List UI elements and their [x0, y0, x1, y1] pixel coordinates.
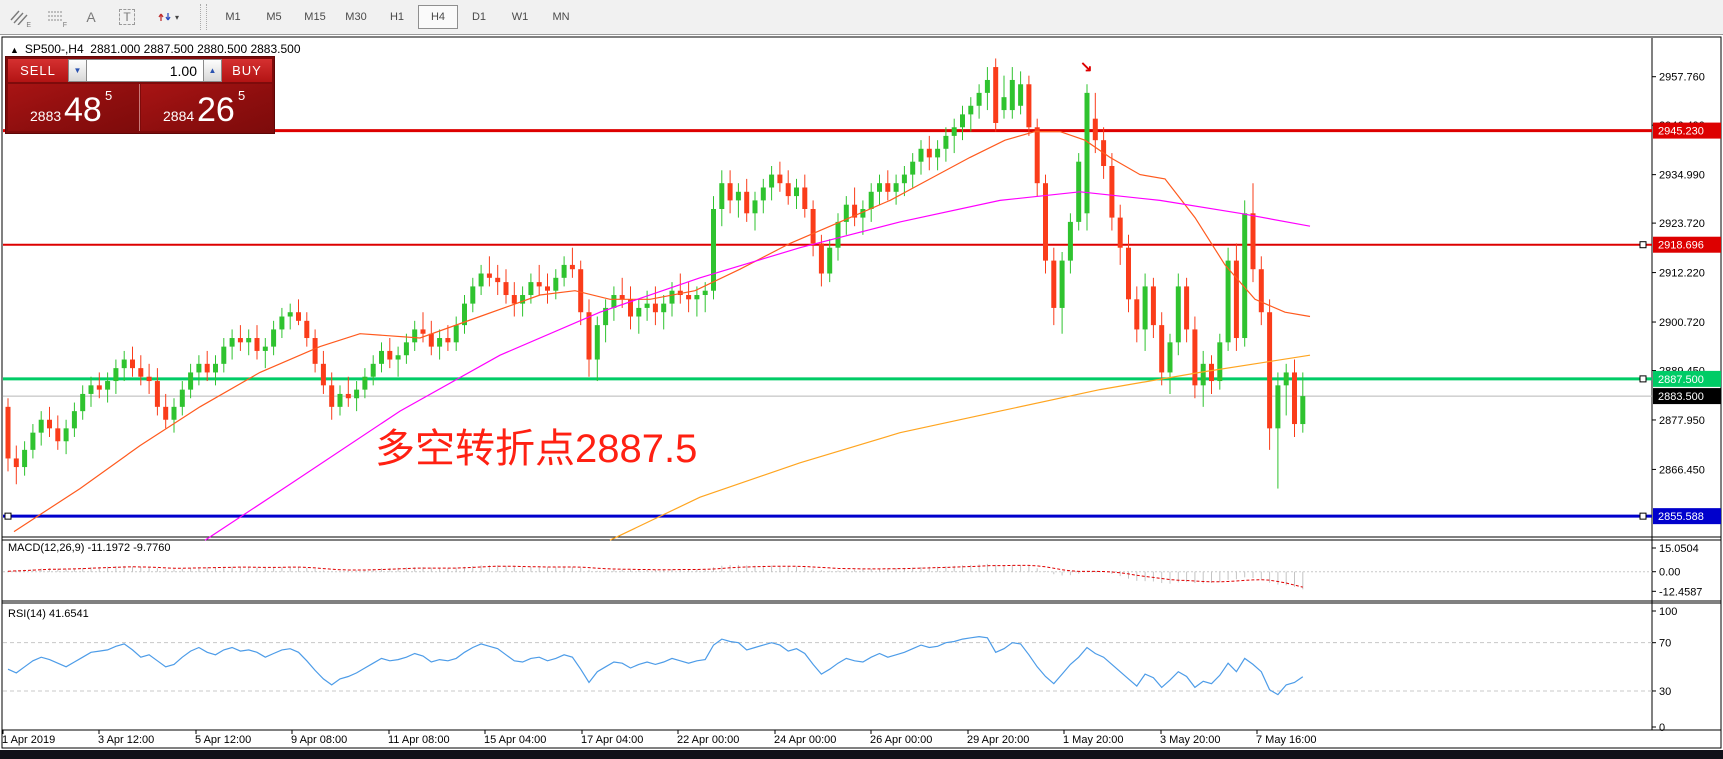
price-tick-label: 2912.220 [1659, 268, 1705, 280]
timeframe-buttons: M1 M5 M15 M30 H1 H4 D1 W1 MN [213, 5, 582, 29]
macd-tick-label: 15.0504 [1659, 543, 1699, 555]
toolbar: E F A T ▾ M1 M5 M15 M30 H1 H4 D1 W1 MN [0, 0, 1723, 35]
timeframe-button-m5[interactable]: M5 [266, 11, 282, 23]
time-axis [2, 730, 1258, 734]
time-axis-label: 1 May 20:00 [1063, 734, 1124, 746]
time-axis-label: 11 Apr 08:00 [388, 734, 450, 746]
line-price-label-bg [1653, 370, 1721, 387]
macd-title: MACD(12,26,9) -11.1972 -9.7760 [8, 542, 170, 554]
rsi-tick-label: 70 [1659, 638, 1671, 650]
text-box-icon[interactable]: T [110, 3, 144, 31]
time-axis-label: 29 Apr 20:00 [967, 734, 1029, 746]
macd-tick-label: 0.00 [1659, 567, 1680, 579]
line-price-label-bg [1653, 388, 1721, 405]
line-handle[interactable] [1639, 241, 1647, 249]
line-price-label-bg [1653, 122, 1721, 139]
buy-button[interactable]: BUY [222, 59, 272, 82]
equidistant-channel-icon[interactable]: E [2, 3, 36, 31]
time-axis-label: 7 May 16:00 [1256, 734, 1317, 746]
ma-fast-line [13, 131, 1311, 533]
time-axis-label: 1 Apr 2019 [2, 734, 55, 746]
price-tick-label: 2877.950 [1659, 415, 1705, 427]
macd-pane [3, 547, 1656, 592]
line-handle[interactable] [1639, 375, 1647, 383]
symbol-label: SP500-,H4 [24, 42, 84, 56]
sell-price-prefix: 2883 [30, 108, 62, 124]
annotation-text[interactable]: 多空转折点2887.5 [375, 427, 698, 471]
toolbar-separator [200, 4, 207, 30]
price-tick-label: 2957.760 [1659, 72, 1705, 84]
volume-decrease-button[interactable]: ▼ [68, 59, 87, 82]
ohlc-values: 2881.000 2887.500 2880.500 2883.500 [90, 42, 301, 56]
line-price-label: 2887.500 [1658, 374, 1704, 386]
line-price-label-bg [1653, 508, 1721, 525]
timeframe-button-m30[interactable]: M30 [345, 11, 367, 23]
time-axis-label: 24 Apr 00:00 [774, 734, 836, 746]
timeframe-button-d1[interactable]: D1 [471, 11, 487, 23]
fibonacci-retracement-icon[interactable]: F [48, 11, 67, 29]
macd-signal-line [7, 564, 1303, 588]
line-handle[interactable] [4, 512, 12, 520]
macd-tick-label: -12.4587 [1659, 586, 1702, 598]
time-axis-label: 26 Apr 00:00 [870, 734, 932, 746]
time-axis-label: 15 Apr 04:00 [484, 734, 546, 746]
line-price-label: 2855.588 [1658, 511, 1704, 523]
sell-price-sup: 5 [105, 88, 113, 103]
rsi-tick-label: 30 [1659, 686, 1671, 698]
horizontal-lines[interactable] [3, 129, 1652, 518]
chart-title: ▲ SP500-,H4 2881.000 2887.500 2880.500 28… [10, 42, 301, 56]
line-price-label: 2945.230 [1658, 126, 1704, 138]
rsi-tick-label: 100 [1659, 606, 1677, 618]
price-tick-label: 2900.720 [1659, 317, 1705, 329]
sell-arrow-icon: ↘ [1080, 59, 1093, 76]
buy-price-display[interactable]: 2884 26 5 [141, 84, 272, 131]
chevron-down-icon: ▾ [174, 12, 179, 22]
ma-medium-line [204, 191, 1311, 541]
time-axis-label: 17 Apr 04:00 [581, 734, 643, 746]
text-label-icon[interactable]: A [86, 9, 96, 25]
buy-price-prefix: 2884 [163, 108, 195, 124]
arrows-tool-icon[interactable]: ▾ [146, 3, 190, 31]
buy-price-big: 26 [197, 91, 235, 129]
timeframe-button-h4[interactable]: H4 [418, 5, 458, 29]
line-price-label: 2883.500 [1658, 391, 1704, 403]
time-axis-label: 22 Apr 00:00 [677, 734, 739, 746]
time-axis-label: 5 Apr 12:00 [195, 734, 251, 746]
timeframe-button-mn[interactable]: MN [552, 11, 570, 23]
rsi-line [7, 635, 1304, 696]
price-tick-label: 2923.720 [1659, 218, 1705, 230]
rsi-title: RSI(14) 41.6541 [8, 608, 89, 620]
timeframe-button-m1[interactable]: M1 [225, 11, 241, 23]
rsi-pane [3, 610, 1656, 728]
time-axis-label: 3 Apr 12:00 [98, 734, 154, 746]
buy-price-sup: 5 [238, 88, 246, 103]
volume-input[interactable] [87, 59, 203, 82]
rsi-tick-label: 0 [1659, 722, 1665, 734]
line-price-label: 2918.696 [1658, 240, 1704, 252]
volume-increase-button[interactable]: ▲ [203, 59, 222, 82]
timeframe-button-m15[interactable]: M15 [304, 11, 326, 23]
time-axis-label: 3 May 20:00 [1160, 734, 1221, 746]
sell-price-display[interactable]: 2883 48 5 [8, 84, 140, 131]
line-handle[interactable] [1639, 512, 1647, 520]
collapse-icon[interactable]: ▲ [10, 45, 19, 55]
price-tick-label: 2934.990 [1659, 170, 1705, 182]
chart-window-border [1, 36, 1722, 749]
time-axis-label: 9 Apr 08:00 [291, 734, 347, 746]
line-price-label-bg [1653, 236, 1721, 253]
price-tick-label: 2866.450 [1659, 464, 1705, 476]
timeframe-button-h1[interactable]: H1 [389, 11, 405, 23]
bottom-status-strip [0, 750, 1723, 759]
price-axis-ticks [1652, 76, 1656, 470]
sell-button[interactable]: SELL [8, 59, 68, 82]
one-click-trade-panel: SELL ▼ ▲ BUY 2883 48 5 2884 26 5 [5, 56, 275, 134]
timeframe-button-w1[interactable]: W1 [511, 11, 529, 23]
ma-slow-line [609, 354, 1311, 541]
sell-price-big: 48 [64, 91, 102, 129]
